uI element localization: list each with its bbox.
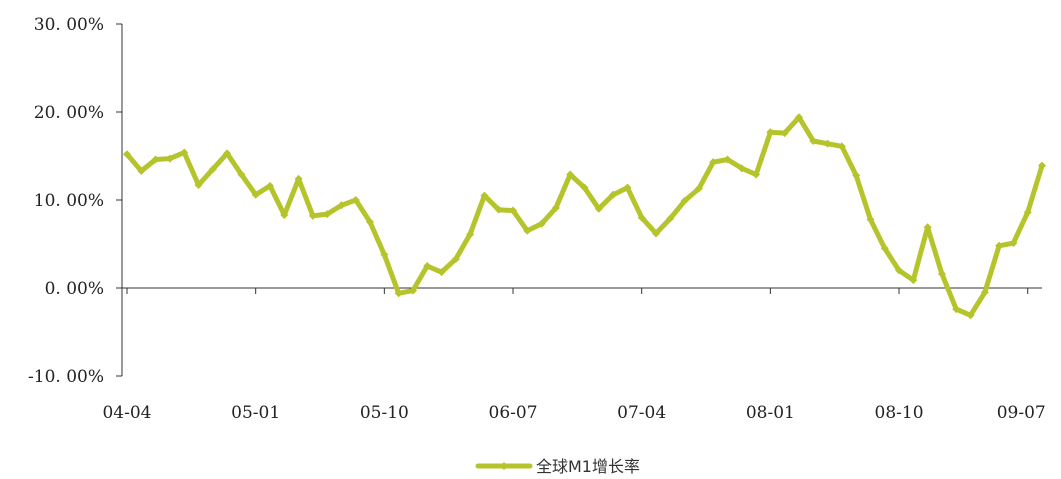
data-point [666, 214, 675, 223]
data-point [523, 226, 532, 235]
data-point [251, 190, 260, 199]
data-point [895, 266, 904, 275]
data-point [208, 165, 217, 174]
y-tick-label: 10. 00% [34, 191, 104, 211]
data-point [909, 276, 918, 285]
data-point [437, 268, 446, 277]
data-point [637, 213, 646, 222]
x-tick-label: 09-07 [997, 403, 1046, 423]
data-point [809, 137, 818, 146]
x-tick-label: 08-10 [875, 403, 924, 423]
data-point [180, 148, 189, 157]
data-point [609, 190, 618, 199]
data-point [566, 170, 575, 179]
data-point [466, 230, 475, 239]
data-point [423, 262, 432, 270]
y-axis: 30. 00% 20. 00% 10. 00% 0. 00% -10. 00% [28, 15, 123, 387]
y-tick-label: 20. 00% [34, 103, 104, 123]
data-point [308, 211, 317, 220]
data-point [680, 196, 689, 205]
data-point [723, 155, 732, 164]
data-point [737, 164, 746, 173]
data-point [837, 142, 846, 151]
data-point [394, 289, 403, 298]
legend-marker-icon [500, 462, 508, 470]
data-point [237, 170, 246, 179]
data-point [165, 154, 174, 163]
data-point [794, 113, 803, 122]
data-point [380, 250, 389, 259]
data-point [1023, 208, 1032, 217]
data-point [451, 254, 460, 263]
data-point [580, 183, 589, 192]
data-point [351, 196, 360, 204]
data-point [752, 170, 761, 179]
x-tick-label: 04-04 [102, 403, 151, 423]
legend-label: 全球M1增长率 [536, 457, 640, 476]
data-point [480, 191, 489, 200]
data-point [823, 139, 832, 148]
data-point [623, 183, 632, 192]
y-tick-label: -10. 00% [28, 367, 104, 387]
data-point [223, 149, 232, 158]
x-tick-label: 07-04 [617, 403, 666, 423]
y-tick-label: 0. 00% [45, 279, 104, 299]
x-tick-label: 06-07 [489, 403, 538, 423]
data-point [123, 150, 131, 159]
series-layer [123, 113, 1046, 320]
data-point [294, 174, 303, 183]
data-point [551, 203, 560, 212]
data-point [337, 201, 346, 210]
data-point [537, 219, 546, 228]
data-point [323, 210, 332, 219]
data-point [937, 269, 946, 278]
y-tick-label: 30. 00% [34, 15, 104, 35]
data-point [509, 206, 518, 215]
data-point [980, 288, 989, 297]
data-point [194, 181, 203, 190]
data-point [995, 241, 1004, 250]
data-point [1009, 239, 1018, 248]
data-point [923, 223, 932, 232]
data-point [852, 171, 861, 180]
data-point [780, 129, 789, 138]
data-point [880, 244, 889, 253]
data-point [866, 215, 875, 224]
data-point [709, 158, 718, 167]
data-point [366, 218, 375, 226]
data-point [694, 184, 703, 193]
data-point [766, 128, 775, 137]
data-point [408, 286, 417, 295]
data-point [151, 155, 160, 164]
x-tick-label: 05-01 [231, 403, 280, 423]
data-point [952, 305, 961, 314]
series-line [124, 114, 1045, 318]
x-axis: 04-04 05-01 05-10 06-07 07-04 08-01 08-10 09-07 [102, 287, 1046, 423]
data-point [594, 204, 603, 213]
data-point [137, 166, 146, 175]
data-point [265, 181, 274, 190]
data-point [494, 205, 503, 214]
data-point [1038, 161, 1046, 170]
data-point [966, 311, 975, 320]
data-point [280, 210, 289, 219]
x-tick-label: 08-01 [746, 403, 795, 423]
legend: 全球M1增长率 [475, 457, 640, 476]
x-tick-label: 05-10 [360, 403, 409, 423]
data-point [651, 229, 660, 238]
